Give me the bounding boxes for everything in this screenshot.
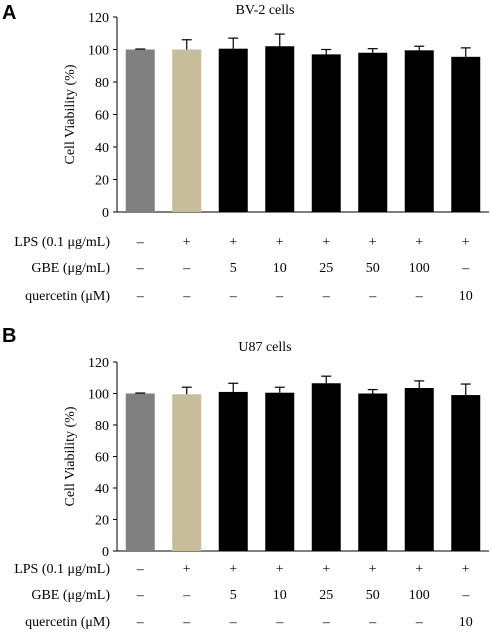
row-cell: + [369, 235, 377, 250]
bar [265, 392, 295, 551]
row-cell: – [322, 289, 331, 304]
y-tick-label: 80 [95, 419, 109, 434]
row-label: LPS (0.1 μg/mL) [14, 562, 110, 577]
row-label: quercetin (μM) [25, 615, 110, 630]
row-cell: – [136, 289, 145, 304]
row-cell: + [183, 562, 191, 577]
bar [311, 54, 341, 212]
row-cell: – [229, 289, 238, 304]
row-label: GBE (μg/mL) [31, 261, 110, 276]
bar [451, 395, 481, 551]
row-cell: 10 [459, 615, 473, 630]
row-cell: – [182, 588, 191, 603]
row-cell: – [136, 562, 145, 577]
y-tick-label: 60 [95, 451, 109, 466]
row-cell: + [415, 235, 423, 250]
row-cell: 50 [366, 588, 380, 603]
row-cell: + [276, 562, 284, 577]
row-cell: + [415, 562, 423, 577]
y-tick-label: 60 [95, 109, 109, 124]
row-cell: 25 [319, 588, 333, 603]
row-cell: – [182, 615, 191, 630]
row-cell: + [462, 235, 470, 250]
row-cell: – [461, 261, 470, 276]
y-tick-label: 80 [95, 76, 109, 91]
row-cell: + [322, 235, 330, 250]
row-cell: – [136, 235, 145, 250]
row-cell: 100 [409, 588, 430, 603]
row-cell: – [275, 289, 284, 304]
row-cell: 25 [319, 261, 333, 276]
bar [218, 391, 248, 551]
chart-title: U87 cells [238, 340, 291, 355]
panel-letter: A [2, 2, 16, 24]
row-cell: 100 [409, 261, 430, 276]
bar [218, 48, 248, 212]
y-tick-label: 20 [95, 174, 109, 189]
row-label: quercetin (μM) [25, 289, 110, 304]
row-label: GBE (μg/mL) [31, 588, 110, 603]
bar [172, 394, 202, 551]
row-cell: – [368, 289, 377, 304]
chart-panel-a: A BV-2 cells 0 20 40 60 80 100 120 Cell Viability… [2, 2, 489, 304]
row-cell: + [322, 562, 330, 577]
bar [125, 49, 155, 212]
y-axis-label: Cell Viability (%) [63, 64, 78, 164]
row-cell: 5 [230, 261, 237, 276]
bar [451, 56, 481, 212]
y-tick-label: 40 [95, 482, 109, 497]
y-tick-label: 100 [88, 44, 109, 59]
row-cell: – [322, 615, 331, 630]
row-cell: – [229, 615, 238, 630]
panel-letter: B [2, 325, 16, 347]
bar [172, 49, 202, 212]
bar [358, 393, 388, 551]
row-cell: – [415, 289, 424, 304]
row-cell: – [275, 615, 284, 630]
row-cell: + [183, 235, 191, 250]
row-cell: 5 [230, 588, 237, 603]
row-cell: 50 [366, 261, 380, 276]
row-cell: – [182, 261, 191, 276]
row-cell: 10 [273, 261, 287, 276]
row-cell: – [461, 588, 470, 603]
row-cell: 10 [459, 289, 473, 304]
y-tick-label: 120 [88, 356, 109, 371]
row-cell: + [462, 562, 470, 577]
bar [404, 387, 434, 551]
bar [125, 393, 155, 551]
bar [265, 46, 295, 212]
row-cell: – [368, 615, 377, 630]
chart-title: BV-2 cells [236, 3, 295, 18]
row-cell: – [182, 289, 191, 304]
row-cell: – [415, 615, 424, 630]
y-tick-label: 20 [95, 514, 109, 529]
row-label: LPS (0.1 μg/mL) [14, 235, 110, 250]
y-tick-label: 100 [88, 388, 109, 403]
row-cell: – [136, 615, 145, 630]
bar [358, 52, 388, 212]
chart-panel-b: B U87 cells 0 20 40 60 80 100 120 Cell Viability … [2, 325, 489, 630]
row-cell: – [136, 261, 145, 276]
row-cell: – [136, 588, 145, 603]
row-cell: + [276, 235, 284, 250]
row-cell: 10 [273, 588, 287, 603]
row-cell: + [229, 562, 237, 577]
y-tick-label: 120 [88, 11, 109, 26]
bar [311, 383, 341, 551]
row-cell: + [369, 562, 377, 577]
bar [404, 50, 434, 212]
y-tick-label: 0 [102, 206, 109, 221]
y-axis-label: Cell Viability (%) [63, 406, 78, 506]
y-tick-label: 0 [102, 545, 109, 560]
y-tick-label: 40 [95, 141, 109, 156]
row-cell: + [229, 235, 237, 250]
